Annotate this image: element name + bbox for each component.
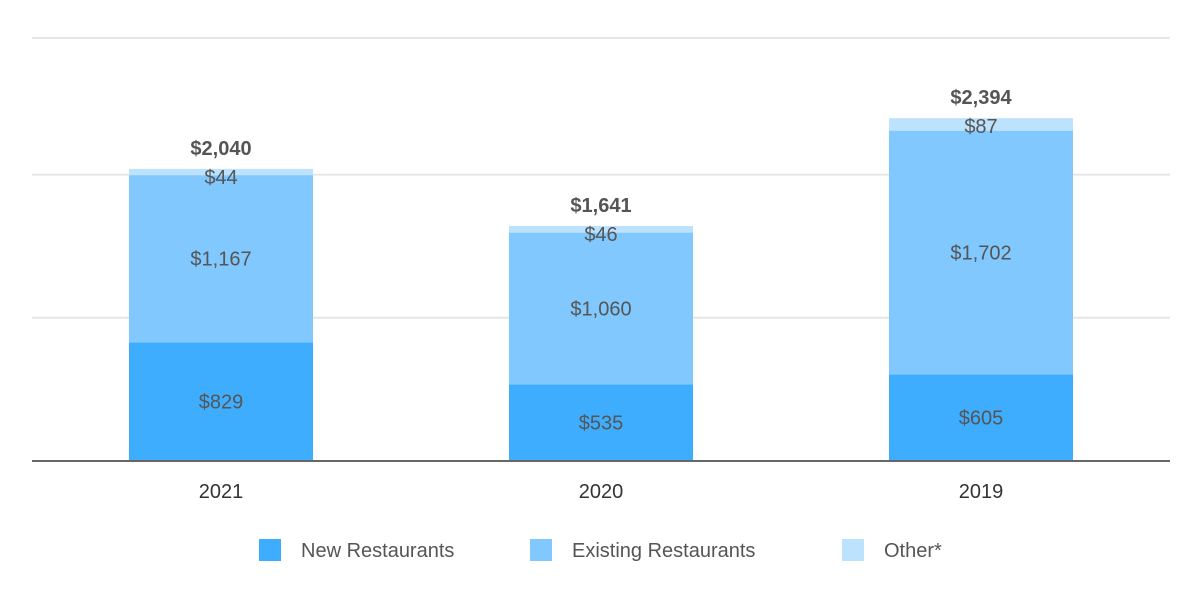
x-axis-tick-labels: 2021 2020 2019 bbox=[199, 481, 1004, 503]
segment-value-label: $44 bbox=[204, 167, 237, 189]
segment-value-label: $535 bbox=[579, 413, 624, 435]
bar-segment-other-2021 bbox=[129, 168, 313, 176]
bar-segment-other-2020 bbox=[509, 226, 693, 233]
segment-value-label: $1,702 bbox=[950, 243, 1011, 265]
segment-labels: $829 $1,167 $44 $535 $1,060 $46 $605 $1,702 $87 bbox=[190, 116, 1011, 435]
segment-value-label: $829 bbox=[199, 392, 244, 414]
bar-segment-other-2019 bbox=[889, 118, 1073, 131]
legend-label: New Restaurants bbox=[301, 540, 454, 562]
legend-swatch bbox=[259, 539, 281, 561]
bars bbox=[129, 118, 1073, 461]
legend-label: Existing Restaurants bbox=[572, 540, 755, 562]
segment-value-label: $1,060 bbox=[570, 298, 631, 320]
total-value-label: $2,040 bbox=[190, 138, 251, 160]
x-tick-label: 2021 bbox=[199, 481, 244, 503]
segment-value-label: $46 bbox=[584, 224, 617, 246]
total-value-label: $1,641 bbox=[570, 195, 631, 217]
legend-label: Other* bbox=[884, 540, 942, 562]
segment-value-label: $87 bbox=[964, 116, 997, 138]
x-tick-label: 2020 bbox=[579, 481, 624, 503]
x-tick-label: 2019 bbox=[959, 481, 1004, 503]
bar-segment-existing-restaurants-2020 bbox=[509, 232, 693, 385]
bar-segment-existing-restaurants-2021 bbox=[129, 175, 313, 343]
legend-swatch bbox=[842, 539, 864, 561]
total-value-label: $2,394 bbox=[950, 87, 1012, 109]
bar-segment-existing-restaurants-2019 bbox=[889, 130, 1073, 375]
legend: New Restaurants Existing Restaurants Other… bbox=[259, 539, 942, 562]
segment-value-label: $605 bbox=[959, 408, 1004, 430]
bar-segment-new-restaurants-2021 bbox=[129, 342, 313, 461]
bar-segment-new-restaurants-2019 bbox=[889, 374, 1073, 461]
total-labels: $2,040 $1,641 $2,394 bbox=[190, 87, 1012, 217]
bar-segment-new-restaurants-2020 bbox=[509, 384, 693, 461]
segment-value-label: $1,167 bbox=[190, 249, 251, 271]
legend-swatch bbox=[530, 539, 552, 561]
